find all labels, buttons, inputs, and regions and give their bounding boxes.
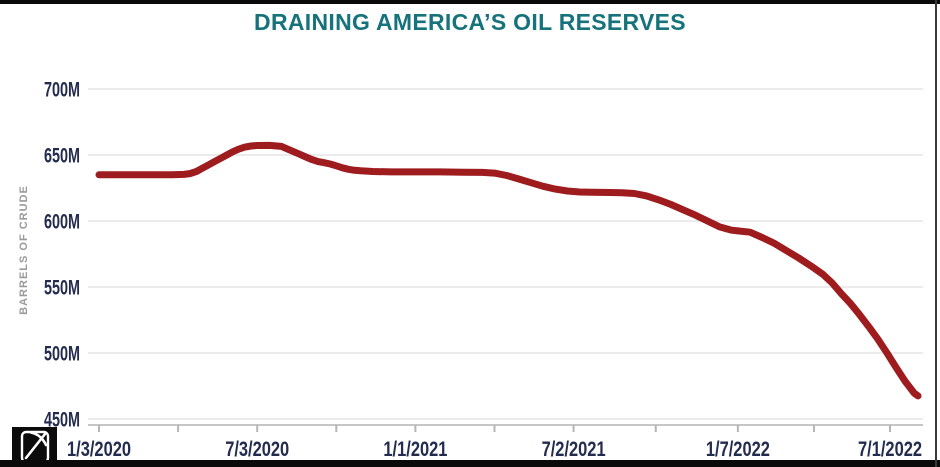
y-tick-label: 650M <box>44 145 80 168</box>
x-tick-label: 7/2/2021 <box>542 438 606 461</box>
y-tick-label: 500M <box>44 343 80 366</box>
x-axis <box>88 424 923 432</box>
x-tick-label: 1/1/2021 <box>383 438 447 461</box>
x-tick-label: 7/3/2020 <box>225 438 289 461</box>
y-tick-label: 550M <box>44 277 80 300</box>
y-tick-label: 450M <box>44 409 80 432</box>
series-line <box>95 141 922 400</box>
right-border <box>935 0 937 467</box>
x-tick-label: 1/7/2022 <box>706 438 770 461</box>
top-border <box>0 0 940 4</box>
y-tick-labels: 700M 650M 600M 550M 500M 450M <box>44 79 80 432</box>
x-tick-labels: 1/3/2020 7/3/2020 1/1/2021 7/2/2021 1/7/2022… <box>67 438 922 461</box>
bottom-border <box>0 460 940 467</box>
x-tick-label: 7/1/2022 <box>858 438 922 461</box>
chart-title: DRAINING AMERICA’S OIL RESERVES <box>254 9 686 35</box>
x-tick-label: 1/3/2020 <box>67 438 131 461</box>
series-group <box>95 141 922 400</box>
y-axis-title: BARRELS OF CRUDE <box>18 185 30 315</box>
y-tick-label: 700M <box>44 79 80 102</box>
y-tick-label: 600M <box>44 211 80 234</box>
